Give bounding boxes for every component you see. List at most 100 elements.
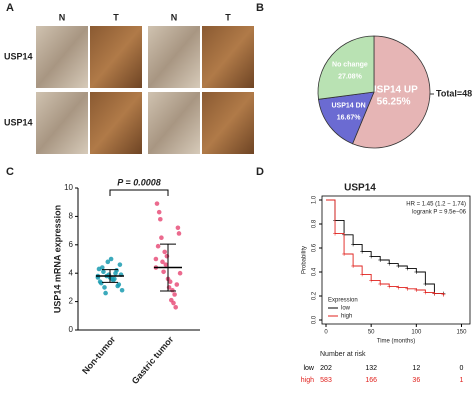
point [162, 249, 167, 255]
y-tick-label: 0.4 [312, 267, 318, 276]
point [114, 268, 119, 273]
x-tick-label: 50 [368, 330, 375, 336]
risk-value: 36 [412, 377, 420, 384]
image [90, 26, 142, 88]
censor [441, 292, 446, 297]
row-label: USP14 [4, 117, 33, 127]
point [117, 262, 123, 267]
histology: N T N T USP14 USP14 [4, 12, 254, 154]
slice-value: 56.25% [377, 97, 411, 108]
column-label: N [171, 12, 178, 22]
point [102, 285, 107, 290]
x-tick-label: Gastric tumor [130, 334, 176, 386]
slice-value: 16.67% [337, 114, 362, 121]
column-label: T [225, 12, 231, 22]
point [173, 304, 178, 310]
image [36, 92, 88, 154]
censor [360, 272, 365, 277]
censor [378, 258, 383, 262]
image [148, 92, 200, 154]
censor [369, 254, 374, 259]
column-label: T [113, 12, 119, 22]
y-tick-label: 6 [69, 240, 74, 249]
legend-label: high [341, 314, 352, 320]
plot-frame [321, 195, 471, 325]
point [101, 269, 106, 275]
censor [351, 264, 356, 268]
pie-slice [352, 35, 431, 149]
risk-value: 166 [365, 377, 377, 384]
annotation: Total=48 [436, 88, 472, 98]
annotation: P = 0.0008 [117, 177, 160, 187]
slice-value: 27.08% [338, 74, 363, 81]
point [154, 201, 160, 206]
point [164, 253, 170, 259]
y-tick-label: 10 [64, 183, 73, 192]
point [161, 269, 166, 275]
pie-slice [317, 35, 375, 100]
censor [396, 264, 401, 268]
bracket [109, 189, 169, 196]
censor [423, 290, 428, 295]
risk-row-label: low [303, 365, 314, 372]
censor [405, 286, 410, 291]
legend-title: Expression [328, 298, 358, 304]
y-tick-label: 0 [69, 325, 74, 334]
x-tick-label: 0 [324, 330, 328, 336]
risk-value: 0 [460, 365, 464, 372]
pie-slice [318, 91, 375, 145]
censor [387, 284, 392, 289]
panel-label: A [6, 2, 14, 14]
point [171, 300, 176, 306]
legend-label: low [341, 306, 351, 312]
point [109, 276, 115, 282]
point [159, 235, 164, 240]
risk-value: 202 [320, 365, 332, 372]
image [90, 92, 142, 154]
error-bar [160, 243, 176, 292]
censor [414, 270, 419, 274]
risk-row-label: high [301, 377, 314, 384]
point [175, 225, 181, 231]
censor [405, 266, 410, 271]
point [174, 282, 180, 287]
chart-title: USP14 [344, 183, 376, 194]
image [202, 92, 254, 154]
censor [369, 278, 374, 283]
y-axis-label: USP14 mRNA expression [52, 205, 62, 313]
point [98, 280, 104, 286]
y-axis-label: Probability [302, 246, 308, 274]
point [176, 231, 182, 236]
annotation: logrank P = 9.5e−06 [412, 210, 467, 216]
point [108, 256, 114, 262]
x-axis-label: Time (months) [377, 339, 415, 345]
point [100, 265, 105, 270]
point [119, 287, 125, 293]
image [148, 26, 200, 88]
y-tick-label: 1.0 [312, 195, 318, 204]
point [155, 243, 161, 249]
point [105, 259, 111, 265]
censor [351, 242, 356, 247]
panel-label: D [256, 166, 264, 178]
point [167, 279, 173, 285]
point [163, 262, 169, 267]
panel-label: B [256, 2, 264, 14]
row-label: USP14 [4, 51, 33, 61]
censor [387, 261, 392, 266]
censor [423, 282, 428, 286]
panel-label: C [6, 166, 14, 178]
point [158, 216, 163, 222]
point [160, 259, 165, 265]
image [202, 26, 254, 88]
censor [432, 291, 437, 296]
annotation: HR = 1.45 (1.2 − 1.74) [406, 202, 466, 208]
y-tick-label: 4 [69, 268, 74, 277]
slice-label: USP14 UP [369, 85, 418, 96]
censor [342, 252, 347, 256]
point [115, 283, 120, 289]
y-tick-label: 0.6 [312, 243, 318, 252]
risk-value: 583 [320, 377, 332, 384]
censor [333, 231, 338, 236]
